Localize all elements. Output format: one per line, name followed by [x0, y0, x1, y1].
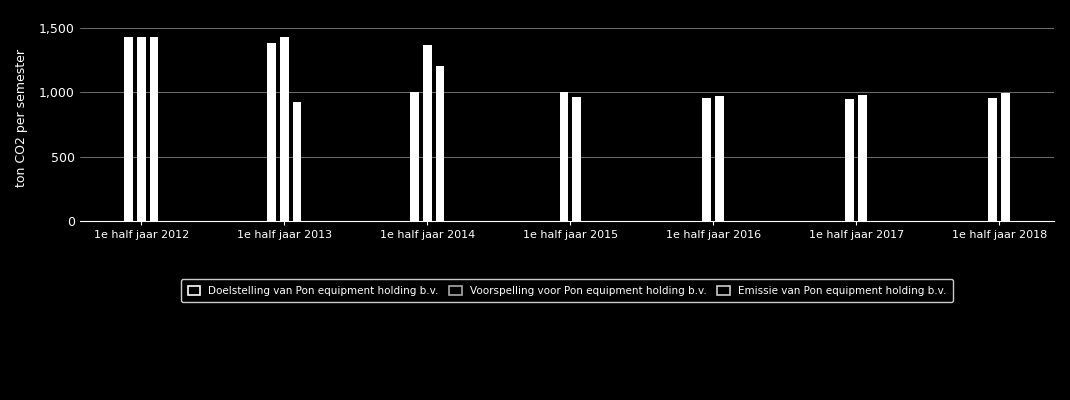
Bar — [268, 43, 276, 221]
Bar — [572, 97, 581, 221]
Bar — [703, 98, 712, 221]
Bar — [137, 37, 146, 221]
Bar — [560, 92, 568, 221]
Bar — [845, 99, 854, 221]
Bar — [280, 37, 289, 221]
Bar — [858, 96, 867, 221]
Bar — [293, 102, 302, 221]
Bar — [423, 44, 431, 221]
Bar — [124, 37, 133, 221]
Bar — [1002, 93, 1010, 221]
Legend: Doelstelling van Pon equipment holding b.v., Voorspelling voor Pon equipment hol: Doelstelling van Pon equipment holding b… — [181, 279, 952, 302]
Bar — [989, 98, 997, 221]
Bar — [410, 92, 418, 221]
Bar — [150, 37, 158, 221]
Bar — [435, 66, 444, 221]
Bar — [716, 96, 724, 221]
Y-axis label: ton CO2 per semester: ton CO2 per semester — [15, 49, 28, 187]
